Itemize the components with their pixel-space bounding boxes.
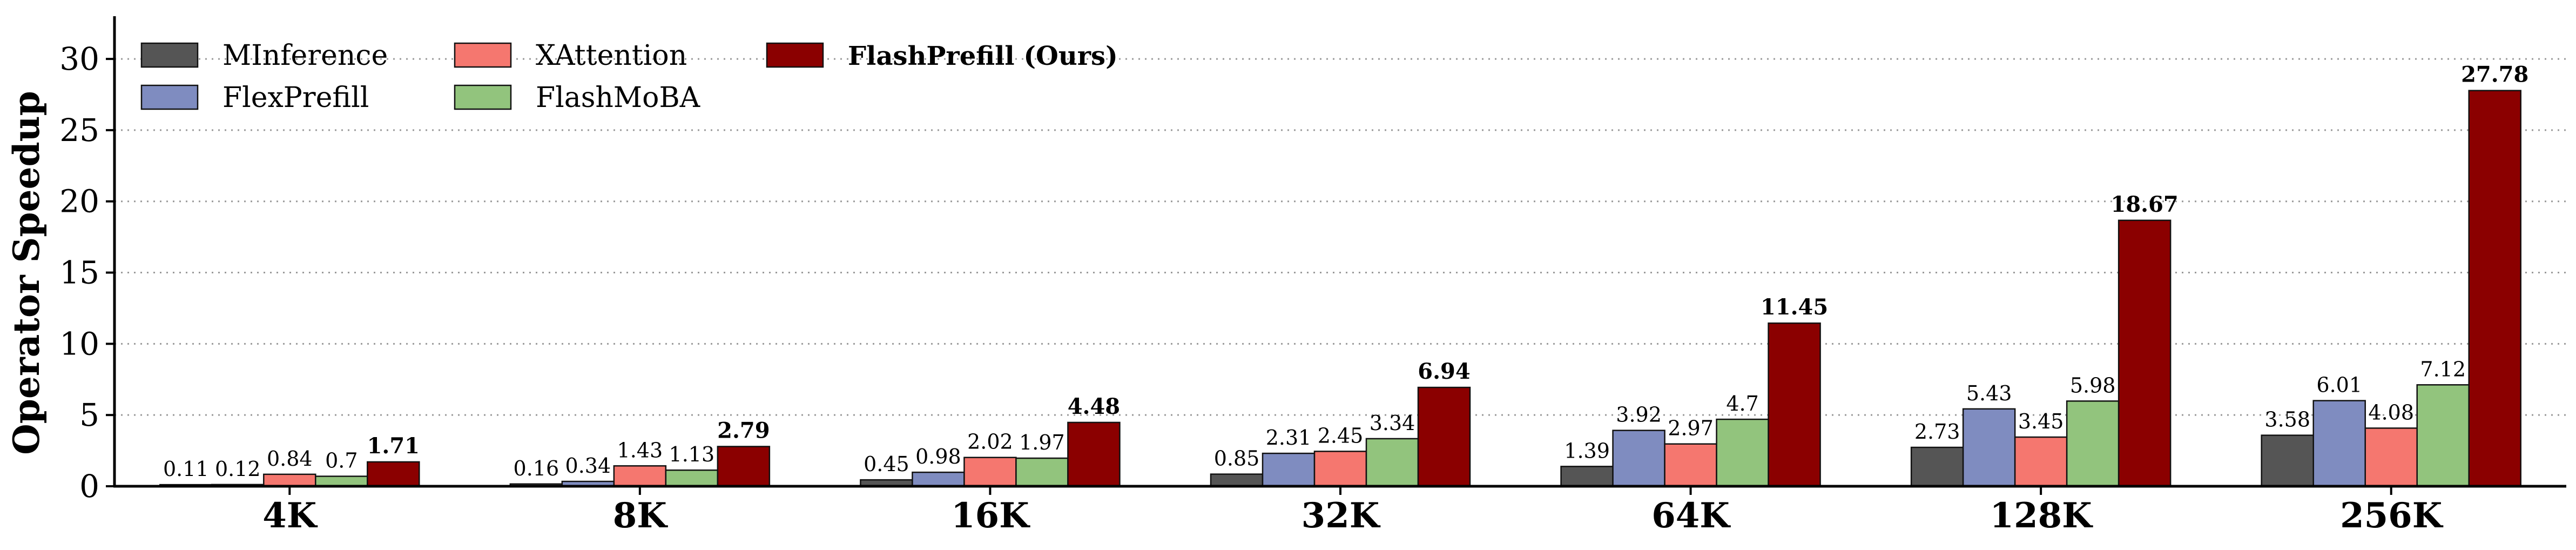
value-label-FlashPrefill (Ours)-16K: 4.48 [1068,394,1120,419]
legend-swatch-MInference [140,42,199,68]
bar-FlexPrefill-64K [1612,430,1665,487]
bar-XAttention-128K [2014,436,2068,487]
x-tick-label-16K: 16K [951,495,1030,536]
value-label-FlashPrefill (Ours)-128K: 18.67 [2111,192,2179,217]
value-label-FlashMoBA-256K: 7.12 [2420,357,2466,381]
value-labels-layer: 0.11 0.12 0.84 0.7 1.71 0.16 0.341.43 1.132.79 0… [163,62,2528,481]
value-label-FlashMoBA-8K: 1.13 [669,442,715,466]
y-tick-label-30: 30 [59,41,99,77]
legend: MInference FlexPrefill XAttention FlashMoBA… [140,39,1118,114]
x-tick-label-128K: 128K [1990,495,2094,536]
bars-layer [159,90,2521,487]
bar-XAttention-4K [263,473,316,487]
bar-XAttention-256K [2364,427,2418,487]
value-label-FlexPrefill-64K: 3.92 [1616,403,1662,427]
value-label-XAttention-4K: 0.84 [267,447,313,471]
bar-MInference-32K [1210,473,1264,487]
legend-label-XAttention: XAttention [536,39,687,72]
value-label-FlexPrefill-128K: 5.43 [1966,381,2012,405]
bar-FlashMoBA-128K [2066,400,2120,487]
bar-FlashPrefill (Ours)-32K [1417,386,1471,487]
bar-XAttention-8K [613,465,667,487]
x-tick-label-4K: 4K [262,495,318,536]
y-tick-label-15: 15 [59,254,99,291]
legend-label-FlashMoBA: FlashMoBA [536,82,701,114]
bar-XAttention-64K [1664,443,1717,487]
bar-FlashPrefill (Ours)-256K [2468,90,2521,487]
bar-MInference-128K [1910,446,1964,487]
value-label-MInference-8K: 0.16 [514,457,559,480]
y-tick-label-0: 0 [79,468,99,505]
value-label-MInference-32K: 0.85 [1214,447,1260,471]
y-tick-label-10: 10 [59,325,99,362]
bar-FlashMoBA-64K [1716,418,1769,487]
value-label-FlashMoBA-128K: 5.98 [2070,373,2116,397]
legend-swatch-FlashPrefill (Ours) [766,42,824,68]
bar-FlashMoBA-16K [1015,457,1069,487]
y-tick-label-25: 25 [59,112,99,149]
value-label-MInference-128K: 2.73 [1914,420,1960,444]
legend-swatch-FlashMoBA [454,84,512,110]
value-label-FlashPrefill (Ours)-256K: 27.78 [2461,62,2528,88]
x-tick-label-64K: 64K [1651,495,1731,536]
value-label-MInference-64K: 1.39 [1564,439,1610,462]
bar-FlashMoBA-256K [2416,384,2470,487]
bar-FlexPrefill-32K [1262,452,1316,487]
bar-FlashPrefill (Ours)-128K [2118,219,2172,487]
bar-FlexPrefill-256K [2312,400,2366,487]
legend-swatch-FlexPrefill [140,84,199,110]
value-label-FlashMoBA-16K: 1.97 [1019,431,1065,454]
bar-FlashMoBA-8K [665,469,719,487]
value-label-FlexPrefill-256K: 6.01 [2316,373,2362,397]
value-label-FlexPrefill-8K: 0.34 [565,454,611,478]
y-axis-title: Operator Speedup [5,91,48,455]
value-label-FlashMoBA-64K: 4.7 [1726,392,1758,415]
bar-FlashPrefill (Ours)-16K [1067,421,1121,487]
legend-swatch-XAttention [454,42,512,68]
bar-MInference-64K [1560,466,1614,487]
x-tick-label-32K: 32K [1302,495,1381,536]
bar-FlashPrefill (Ours)-64K [1768,322,1821,487]
bar-FlashPrefill (Ours)-8K [717,446,771,487]
axes-layer: 0 5 10 15 20 25 30 4K 8K 16K 32K 64K 128K 256K [59,16,2566,536]
bar-FlashPrefill (Ours)-4K [367,461,420,487]
value-label-XAttention-32K: 2.45 [1318,424,1364,447]
bar-FlashMoBA-32K [1365,438,1419,487]
legend-label-MInference: MInference [222,39,388,72]
bar-FlashMoBA-4K [315,475,368,487]
value-label-FlashMoBA-32K: 3.34 [1370,411,1415,435]
value-label-MInference-256K: 3.58 [2264,408,2310,432]
bar-FlexPrefill-16K [912,471,965,487]
bar-XAttention-16K [963,457,1017,487]
value-label-FlashPrefill (Ours)-64K: 11.45 [1761,294,1828,320]
legend-label-FlexPrefill: FlexPrefill [222,82,369,114]
bar-MInference-256K [2261,434,2314,487]
value-label-FlashPrefill (Ours)-32K: 6.94 [1418,359,1470,384]
x-tick-label-8K: 8K [613,495,669,536]
value-label-FlashPrefill (Ours)-4K: 1.71 [367,433,420,459]
y-tick-label-20: 20 [59,183,99,220]
grid-layer [114,58,2566,416]
y-tick-label-5: 5 [79,397,99,433]
value-label-FlexPrefill-4K: 0.12 [215,457,261,481]
value-label-MInference-16K: 0.45 [864,452,909,476]
value-label-FlexPrefill-16K: 0.98 [915,445,961,468]
bar-XAttention-32K [1313,451,1367,487]
value-label-XAttention-8K: 1.43 [617,438,663,462]
x-tick-label-256K: 256K [2340,495,2444,536]
value-label-XAttention-128K: 3.45 [2018,410,2064,433]
value-label-XAttention-256K: 4.08 [2368,400,2414,424]
value-label-FlashMoBA-4K: 0.7 [325,449,358,473]
bar-FlexPrefill-128K [1962,408,2016,487]
value-label-XAttention-64K: 2.97 [1668,417,1714,440]
value-label-MInference-4K: 0.11 [163,457,209,481]
value-label-XAttention-16K: 2.02 [967,430,1013,454]
value-label-FlashPrefill (Ours)-8K: 2.79 [717,418,770,443]
legend-label-FlashPrefill (Ours): FlashPrefill (Ours) [848,41,1118,71]
value-label-FlexPrefill-32K: 2.31 [1266,426,1312,450]
